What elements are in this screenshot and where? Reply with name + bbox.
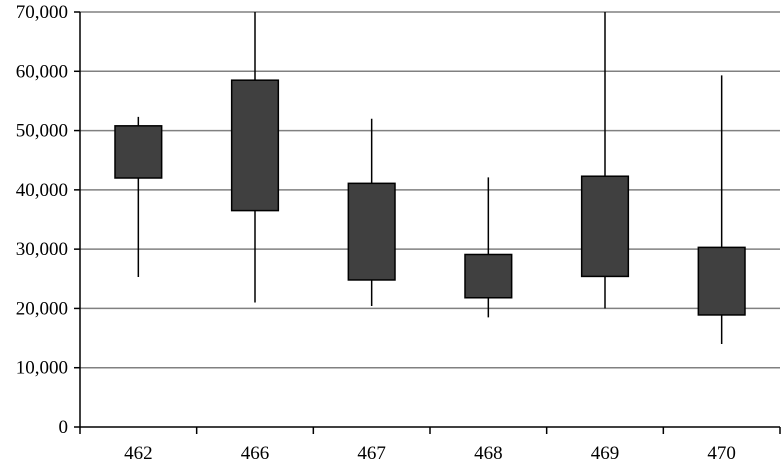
x-axis: 462 466 467 468 469 470 <box>79 426 781 464</box>
x-tick-label: 470 <box>707 443 736 464</box>
box-466 <box>230 79 280 212</box>
y-tick-label: 70,000 <box>16 2 68 23</box>
y-tick-label: 20,000 <box>16 298 68 319</box>
box-462 <box>114 125 163 179</box>
y-tick-label: 60,000 <box>16 61 68 82</box>
boxes <box>114 12 746 344</box>
y-tick-label: 0 <box>59 417 69 438</box>
y-axis: 0 10,000 20,000 30,000 40,000 50,000 60,000 70,… <box>16 2 81 438</box>
y-tick-label: 40,000 <box>16 180 68 201</box>
box-468 <box>464 253 513 299</box>
x-tick-label: 467 <box>357 443 386 464</box>
box-467 <box>347 182 396 281</box>
y-tick-label: 10,000 <box>16 358 68 379</box>
x-tick-label: 462 <box>124 443 153 464</box>
y-tick-label: 50,000 <box>16 121 68 142</box>
box-469 <box>580 175 630 278</box>
box-470 <box>697 246 746 316</box>
gridlines <box>80 11 780 369</box>
x-tick-label: 468 <box>474 443 503 464</box>
y-tick-label: 30,000 <box>16 239 68 260</box>
x-tick-label: 469 <box>591 443 620 464</box>
x-tick-label: 466 <box>241 443 270 464</box>
